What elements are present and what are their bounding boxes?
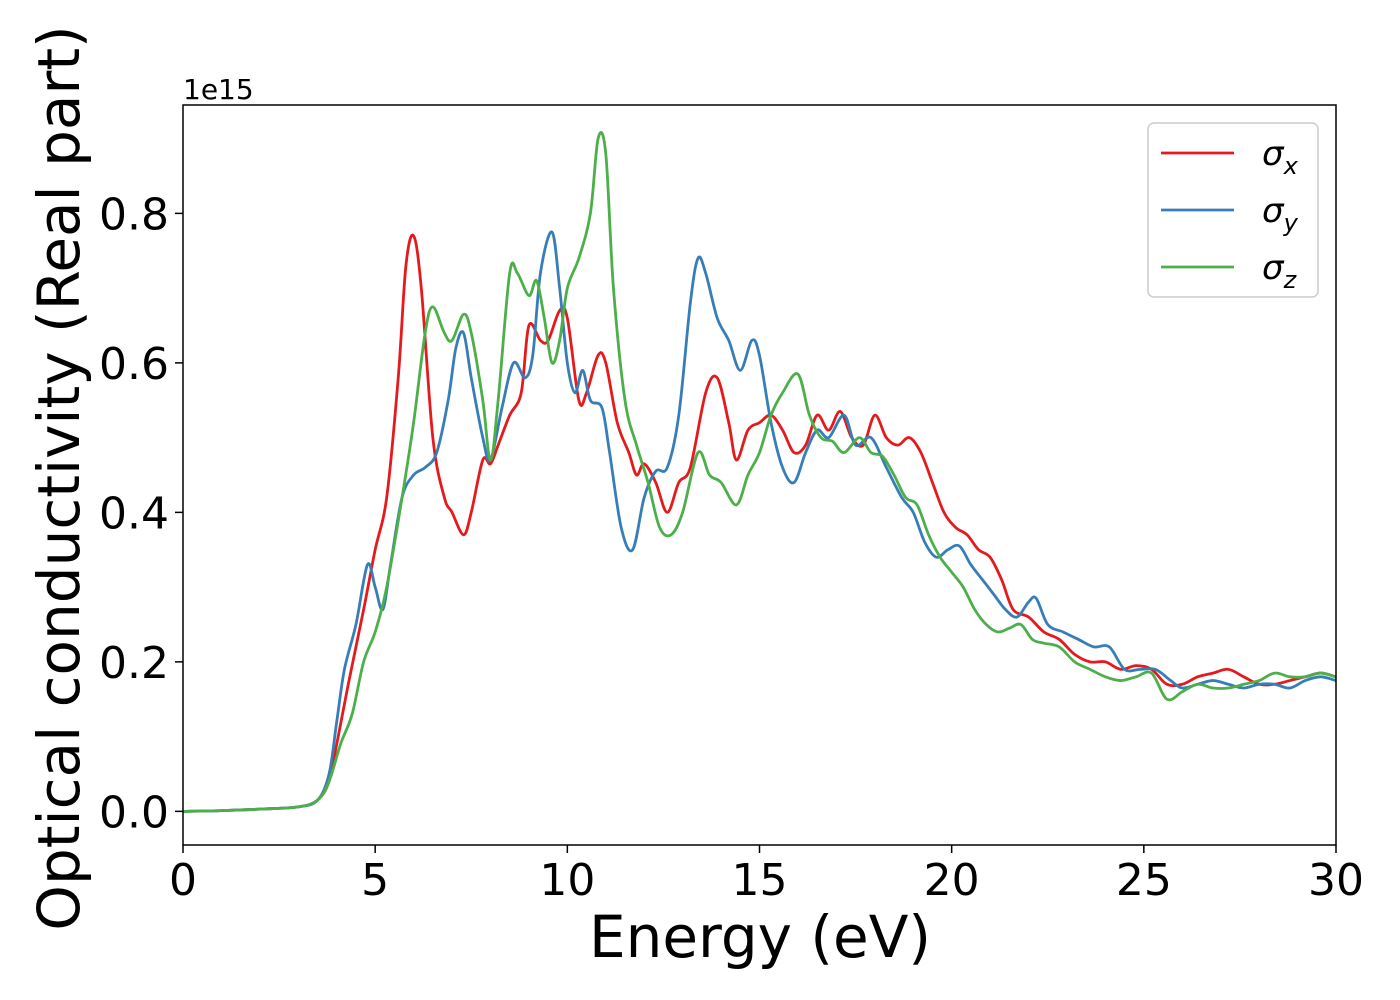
x-tick-label: 0: [169, 855, 197, 906]
x-tick-label: 15: [732, 855, 788, 906]
legend-label-sigma-z: σz: [1262, 248, 1298, 294]
x-axis-label: Energy (eV): [589, 903, 931, 971]
series-line-sigma-z: [183, 131, 1336, 813]
x-tick-label: 20: [924, 855, 980, 906]
series-line-sigma-y: [183, 230, 1336, 813]
x-tick-label: 10: [539, 855, 595, 906]
legend-label-sigma-x: σx: [1262, 134, 1299, 180]
series-layer: [183, 131, 1336, 813]
legend-label-sigma-y: σy: [1262, 191, 1299, 237]
y-tick-label: 0.2: [99, 638, 169, 689]
y-axis-offset-text: 1e15: [183, 73, 254, 106]
y-tick-label: 0.8: [99, 189, 169, 240]
y-tick-label: 0.4: [99, 488, 169, 539]
y-axis-label: Optical conductivity (Real part): [25, 25, 93, 930]
x-tick-label: 30: [1308, 855, 1364, 906]
x-tick-label: 25: [1116, 855, 1172, 906]
x-axis-ticks: 0 5 10 15 20 25 30: [169, 845, 1364, 906]
legend: σx σy σz: [1147, 122, 1319, 298]
y-tick-label: 0.6: [99, 339, 169, 390]
x-tick-label: 5: [361, 855, 389, 906]
y-axis-ticks: 0.0 0.2 0.4 0.6 0.8: [99, 189, 183, 838]
y-tick-label: 0.0: [99, 787, 169, 838]
